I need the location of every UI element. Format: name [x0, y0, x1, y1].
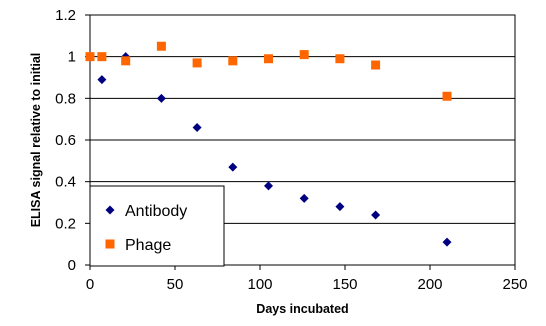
legend-label-phage: Phage: [125, 237, 171, 254]
antibody-point: [193, 123, 202, 132]
y-tick-label: 0.2: [55, 215, 76, 232]
antibody-point: [335, 202, 344, 211]
antibody-point: [97, 75, 106, 84]
legend-marker-phage: [106, 240, 115, 249]
phage-point: [300, 50, 309, 59]
y-axis-title: ELISA signal relative to initial: [29, 53, 43, 228]
y-tick-label: 1.2: [55, 7, 76, 24]
x-tick-label: 150: [332, 276, 357, 293]
phage-point: [371, 61, 380, 70]
x-tick-label: 50: [167, 276, 184, 293]
phage-point: [335, 54, 344, 63]
antibody-point: [264, 181, 273, 190]
legend: Antibody Phage: [90, 186, 224, 266]
y-tick-label: 0.6: [55, 132, 76, 149]
phage-point: [264, 54, 273, 63]
x-tick-label: 250: [502, 276, 527, 293]
y-tick-label: 0.4: [55, 174, 76, 191]
phage-point: [97, 52, 106, 61]
phage-point: [86, 52, 95, 61]
y-tick-label: 1: [68, 49, 76, 66]
antibody-point: [157, 94, 166, 103]
antibody-point: [371, 211, 380, 220]
phage-point: [157, 42, 166, 51]
antibody-point: [228, 163, 237, 172]
antibody-point: [300, 194, 309, 203]
phage-point: [121, 56, 130, 65]
legend-box: [90, 186, 224, 266]
x-tick-label: 0: [86, 276, 94, 293]
antibody-point: [443, 238, 452, 247]
phage-point: [443, 92, 452, 101]
x-axis-title: Days incubated: [256, 302, 348, 316]
x-tick-label: 200: [417, 276, 442, 293]
y-tick-label: 0.8: [55, 90, 76, 107]
y-tick-label: 0: [68, 257, 76, 274]
phage-point: [228, 56, 237, 65]
phage-point: [193, 58, 202, 67]
x-tick-label: 100: [247, 276, 272, 293]
legend-label-antibody: Antibody: [125, 203, 187, 220]
